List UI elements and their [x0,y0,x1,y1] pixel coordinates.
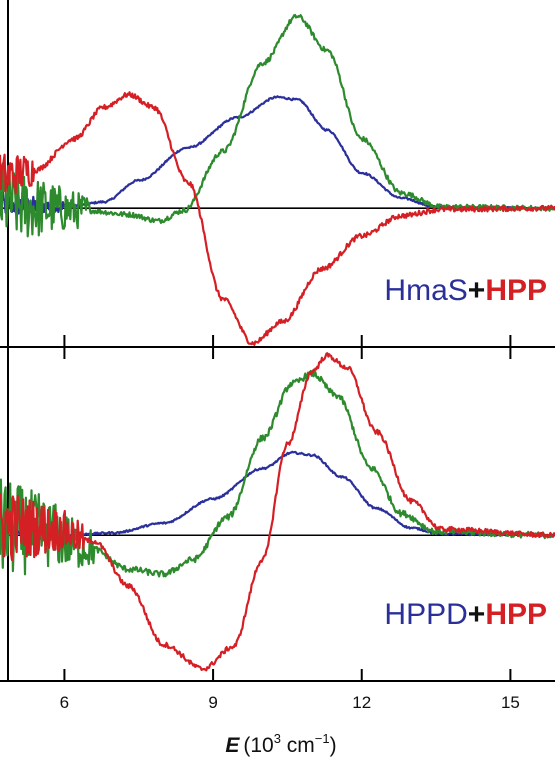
panel-1-tag: HmaS+HPP [384,274,547,307]
panel-1-ligand: HPP [485,274,547,307]
x-ticks [63,335,512,681]
panel-1-series-2-line [0,13,555,238]
x-tick-label: 15 [501,693,520,712]
x-axis-label-unit: cm [281,734,315,757]
panel-2-series-3-line [0,352,555,672]
x-tick-label: 9 [208,693,217,712]
panel-1-enzyme: HmaS [384,274,467,307]
panel-2-ligand: HPP [485,598,547,631]
panel-1-plus: + [468,274,486,307]
x-axis-label-symbol: E [225,734,240,757]
x-tick-labels: 6 9 12 15 [60,693,520,712]
series-group [0,13,555,672]
panel-2-tag: HPPD+HPP [384,598,547,631]
panel-2-plus: + [468,598,486,631]
x-axis-label-close: ) [330,734,337,757]
x-axis-label-exp1: 3 [274,731,281,746]
x-axis-label-unit-open: (10 [243,734,273,757]
panel-2-enzyme: HPPD [384,598,467,631]
x-axis-label-exp2: −1 [315,731,330,746]
x-tick-label: 6 [60,693,69,712]
x-axis-label: E (103 cm−1) [225,731,336,757]
x-tick-label: 12 [352,693,371,712]
panel-1-series-3-line [0,91,555,346]
